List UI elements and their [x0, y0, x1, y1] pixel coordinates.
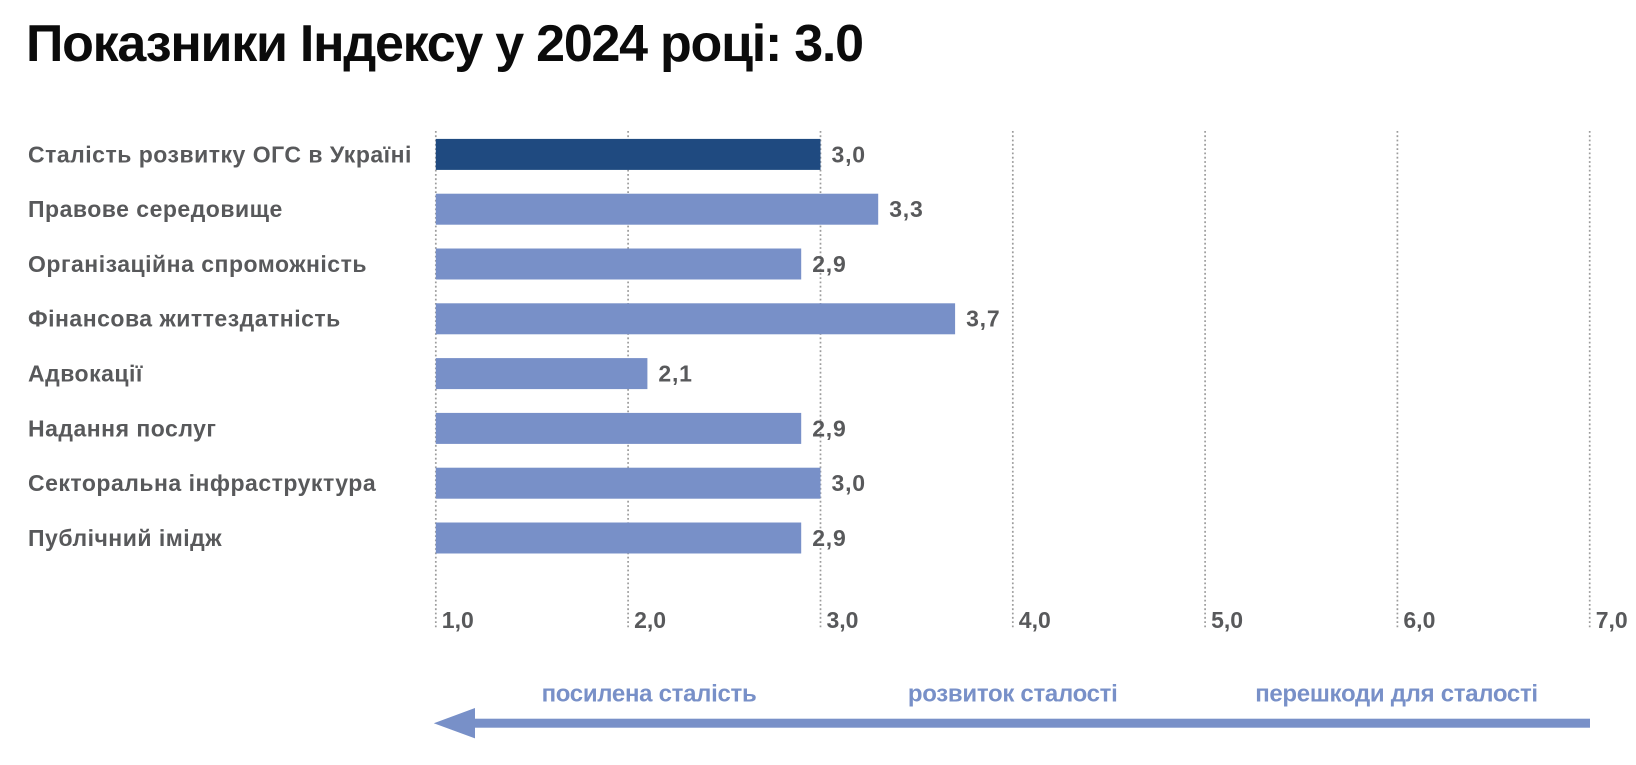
svg-text:Правове середовище: Правове середовище: [28, 196, 283, 222]
svg-text:3,3: 3,3: [889, 196, 923, 222]
svg-text:4,0: 4,0: [1019, 607, 1051, 633]
svg-text:2,9: 2,9: [812, 251, 846, 277]
svg-text:3,7: 3,7: [966, 306, 1000, 332]
svg-text:7,0: 7,0: [1596, 607, 1628, 633]
svg-text:перешкоди для сталості: перешкоди для сталості: [1255, 681, 1538, 708]
svg-text:5,0: 5,0: [1211, 607, 1243, 633]
svg-text:3,0: 3,0: [827, 607, 859, 633]
svg-text:2,0: 2,0: [634, 607, 666, 633]
svg-text:Сталість розвитку ОГС в Україн: Сталість розвитку ОГС в Україні: [28, 141, 412, 167]
svg-text:Адвокації: Адвокації: [28, 361, 143, 387]
svg-text:Секторальна інфраструктура: Секторальна інфраструктура: [28, 470, 376, 496]
svg-text:Організаційна спроможність: Організаційна спроможність: [28, 251, 367, 277]
svg-text:Показники Індексу у 2024 році:: Показники Індексу у 2024 році: 3.0: [26, 15, 863, 73]
svg-text:2,9: 2,9: [812, 415, 846, 441]
svg-text:3,0: 3,0: [832, 470, 866, 496]
svg-text:2,1: 2,1: [658, 361, 692, 387]
svg-text:Публічний імідж: Публічний імідж: [28, 525, 222, 551]
svg-text:Надання послуг: Надання послуг: [28, 415, 217, 441]
svg-text:3,0: 3,0: [832, 141, 866, 167]
svg-text:6,0: 6,0: [1403, 607, 1435, 633]
svg-text:посилена сталість: посилена сталість: [542, 681, 757, 708]
svg-text:2,9: 2,9: [812, 525, 846, 551]
svg-text:розвиток сталості: розвиток сталості: [908, 681, 1118, 708]
svg-text:Фінансова життездатність: Фінансова життездатність: [28, 306, 341, 332]
svg-text:1,0: 1,0: [442, 607, 474, 633]
